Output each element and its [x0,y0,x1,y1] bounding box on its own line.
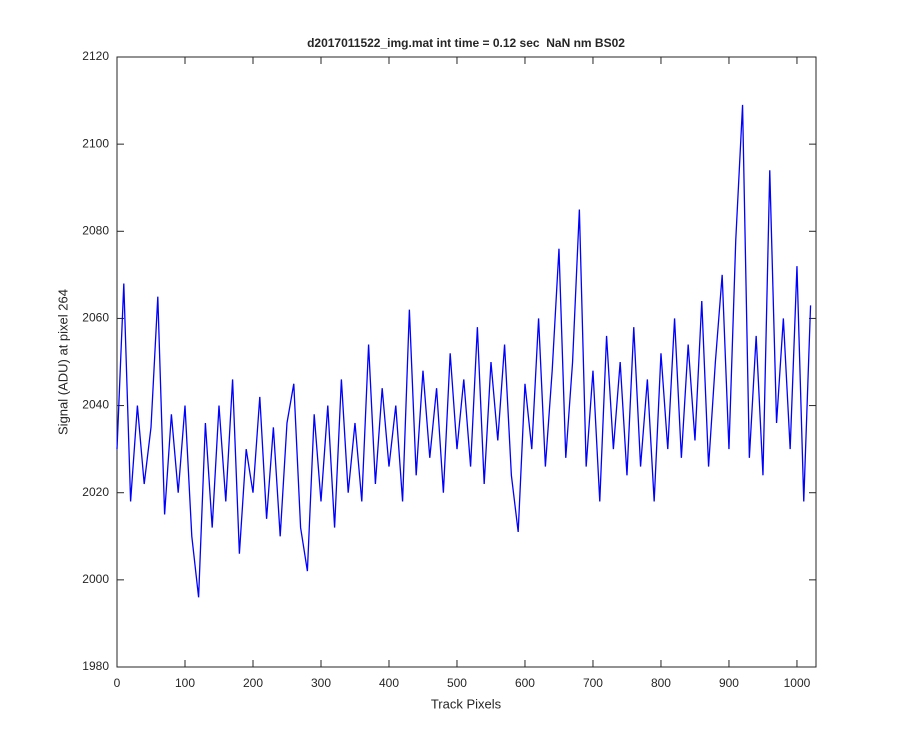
x-tick-label: 300 [311,676,331,690]
x-tick-label: 600 [515,676,535,690]
y-axis-label: Signal (ADU) at pixel 264 [55,289,70,435]
x-tick-label: 1000 [784,676,811,690]
x-tick-label: 400 [379,676,399,690]
x-tick-label: 700 [583,676,603,690]
y-tick-label: 2000 [82,572,109,586]
x-tick-label: 900 [719,676,739,690]
x-tick-label: 200 [243,676,263,690]
y-tick-label: 2040 [82,398,109,412]
x-tick-label: 0 [114,676,121,690]
data-line [116,104,812,598]
y-tick-label: 2100 [82,136,109,150]
plot-box [116,56,817,668]
y-tick-label: 2080 [82,223,109,237]
y-tick-label: 2020 [82,485,109,499]
x-tick-label: 500 [447,676,467,690]
x-tick-label: 800 [651,676,671,690]
y-tick-label: 1980 [82,659,109,673]
y-tick-label: 2060 [82,311,109,325]
chart-title: d2017011522_img.mat int time = 0.12 sec … [307,36,625,50]
x-axis-label: Track Pixels [431,696,502,711]
y-tick-label: 2120 [82,49,109,63]
x-tick-label: 100 [175,676,195,690]
